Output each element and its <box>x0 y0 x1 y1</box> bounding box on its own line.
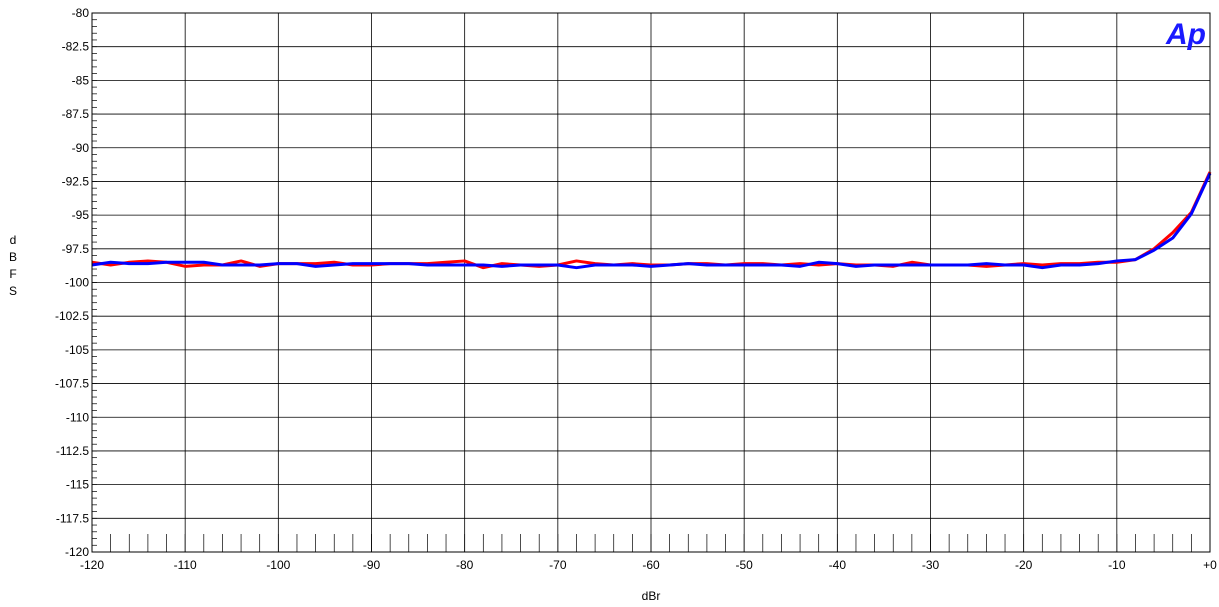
y-tick-label: -107.5 <box>55 377 89 391</box>
y-tick-label: -85 <box>72 73 90 87</box>
x-tick-label: -120 <box>80 558 104 572</box>
x-tick-label: -10 <box>1108 558 1126 572</box>
x-tick-label: +0 <box>1203 558 1217 572</box>
y-tick-label: -100 <box>65 276 89 290</box>
x-tick-labels: -120 -110 -100 -90 -80 -70 -60 -50 -40 -30 -20 -10 +… <box>80 558 1217 572</box>
series-line-2 <box>91 172 1212 270</box>
plot-frame <box>91 12 1211 553</box>
x-tick-label: -60 <box>642 558 660 572</box>
y-tick-label: -115 <box>66 478 89 492</box>
x-tick-label: -100 <box>266 558 290 572</box>
y-tick-label: -82.5 <box>62 40 90 54</box>
y-tick-label: -102.5 <box>55 309 89 323</box>
y-tick-label: -92.5 <box>62 174 90 188</box>
y-tick-label: -120 <box>65 545 89 559</box>
x-tick-label: -110 <box>174 558 197 572</box>
x-tick-label: -80 <box>456 558 474 572</box>
y-tick-labels: -80 -82.5 -85 -87.5 -90 -92.5 -95 -97.5 -100 -102… <box>55 6 89 559</box>
x-axis-title: dBr <box>642 589 661 603</box>
series-layer <box>91 171 1212 270</box>
y-tick-label: -90 <box>72 141 90 155</box>
y-tick-label: -110 <box>66 410 89 424</box>
x-tick-label: -40 <box>829 558 847 572</box>
x-tick-label: -90 <box>363 558 381 572</box>
x-tick-label: -50 <box>735 558 753 572</box>
ap-logo: Ap <box>1165 18 1206 51</box>
x-tick-label: -30 <box>922 558 940 572</box>
y-tick-label: -105 <box>65 343 89 357</box>
y-tick-label: -87.5 <box>62 107 90 121</box>
y-tick-label: -97.5 <box>62 242 90 256</box>
y-tick-label: -112.5 <box>56 444 89 458</box>
minor-ticks <box>91 12 1211 553</box>
y-tick-label: -117.5 <box>56 511 89 525</box>
x-tick-label: -70 <box>549 558 567 572</box>
x-tick-label: -20 <box>1015 558 1033 572</box>
y-tick-label: -80 <box>72 6 90 20</box>
y-tick-label: -95 <box>72 208 90 222</box>
